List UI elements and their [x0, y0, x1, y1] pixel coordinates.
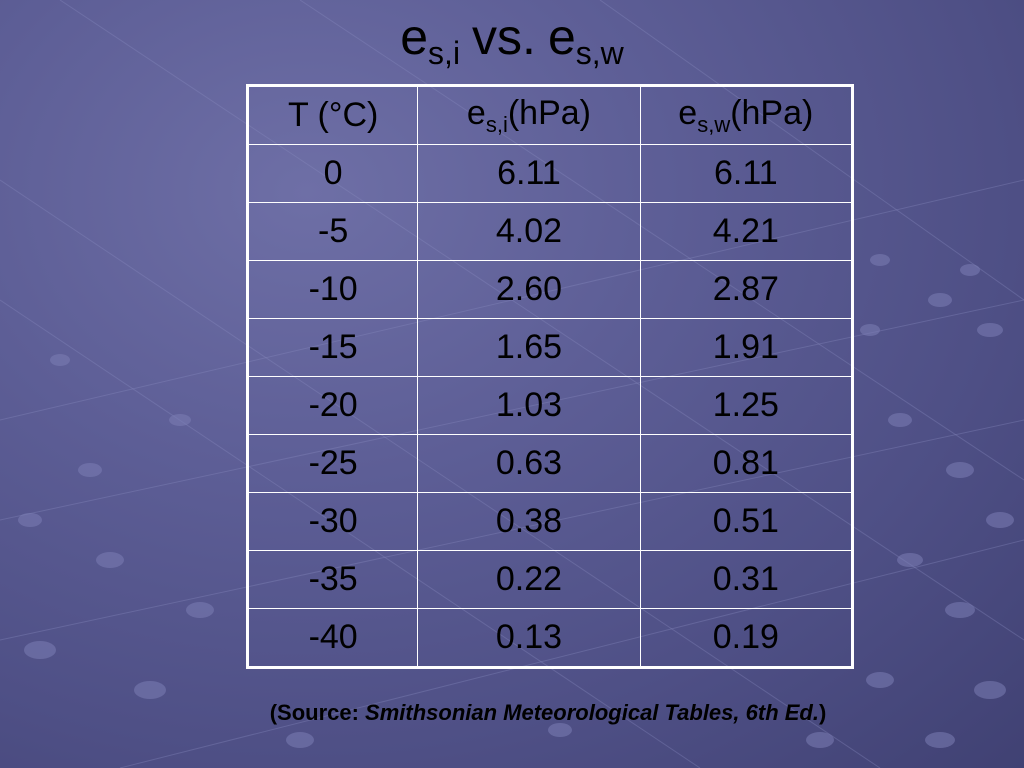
cell-es-ice: 0.38 [417, 492, 641, 551]
cell-temperature: -10 [246, 260, 419, 319]
title-right-subscript: s,w [575, 35, 624, 71]
cell-es-water: 2.87 [639, 260, 854, 319]
cell-es-water: 0.31 [639, 550, 854, 609]
cell-es-water: 4.21 [639, 202, 854, 261]
title-left-variable: e [400, 9, 429, 65]
header-es-water-variable: e [678, 93, 698, 132]
source-prefix: (Source: [269, 700, 366, 725]
cell-es-ice: 4.02 [417, 202, 641, 261]
cell-temperature: 0 [246, 144, 419, 203]
table-row: -10 2.60 2.87 [246, 260, 854, 319]
cell-temperature: -35 [246, 550, 419, 609]
source-title: Smithsonian Meteorological Tables, 6th E… [365, 700, 819, 725]
cell-es-ice: 2.60 [417, 260, 641, 319]
table-row: -15 1.65 1.91 [246, 318, 854, 377]
cell-es-ice: 0.63 [417, 434, 641, 493]
cell-temperature: -20 [246, 376, 419, 435]
cell-es-ice: 0.22 [417, 550, 641, 609]
table-row: -30 0.38 0.51 [246, 492, 854, 551]
table-row: -40 0.13 0.19 [246, 608, 854, 668]
table-header-row: T (°C) es,i(hPa) es,w(hPa) [246, 85, 854, 145]
vapor-pressure-table: T (°C) es,i(hPa) es,w(hPa) 0 6.11 6.11 -… [246, 84, 854, 669]
slide-title: es,i vs. es,w [0, 6, 1024, 84]
cell-temperature: -5 [246, 202, 419, 261]
cell-temperature: -15 [246, 318, 419, 377]
cell-es-water: 0.19 [639, 608, 854, 668]
table-row: -5 4.02 4.21 [246, 202, 854, 261]
header-es-ice-subscript: s,i [485, 111, 508, 137]
source-suffix: ) [818, 700, 827, 725]
cell-es-ice: 0.13 [417, 608, 641, 668]
cell-es-water: 1.25 [639, 376, 854, 435]
header-es-ice-unit: (hPa) [507, 93, 591, 132]
title-left-subscript: s,i [428, 35, 461, 71]
title-vs: vs. [472, 9, 536, 65]
header-es-water-unit: (hPa) [730, 93, 814, 132]
table-row: -35 0.22 0.31 [246, 550, 854, 609]
header-es-ice: es,i(hPa) [417, 85, 641, 145]
cell-es-ice: 1.03 [417, 376, 641, 435]
header-es-water: es,w(hPa) [639, 85, 854, 145]
table-row: -20 1.03 1.25 [246, 376, 854, 435]
header-es-ice-variable: e [466, 93, 486, 132]
cell-es-water: 0.51 [639, 492, 854, 551]
cell-es-ice: 1.65 [417, 318, 641, 377]
source-citation: (Source: Smithsonian Meteorological Tabl… [0, 700, 1024, 726]
header-es-water-subscript: s,w [697, 111, 731, 137]
table-row: -25 0.63 0.81 [246, 434, 854, 493]
cell-es-water: 6.11 [639, 144, 854, 203]
title-right-variable: e [547, 9, 576, 65]
cell-es-water: 1.91 [639, 318, 854, 377]
header-temperature: T (°C) [246, 85, 419, 145]
table-row: 0 6.11 6.11 [246, 144, 854, 203]
cell-es-water: 0.81 [639, 434, 854, 493]
cell-es-ice: 6.11 [417, 144, 641, 203]
cell-temperature: -30 [246, 492, 419, 551]
cell-temperature: -25 [246, 434, 419, 493]
cell-temperature: -40 [246, 608, 419, 668]
